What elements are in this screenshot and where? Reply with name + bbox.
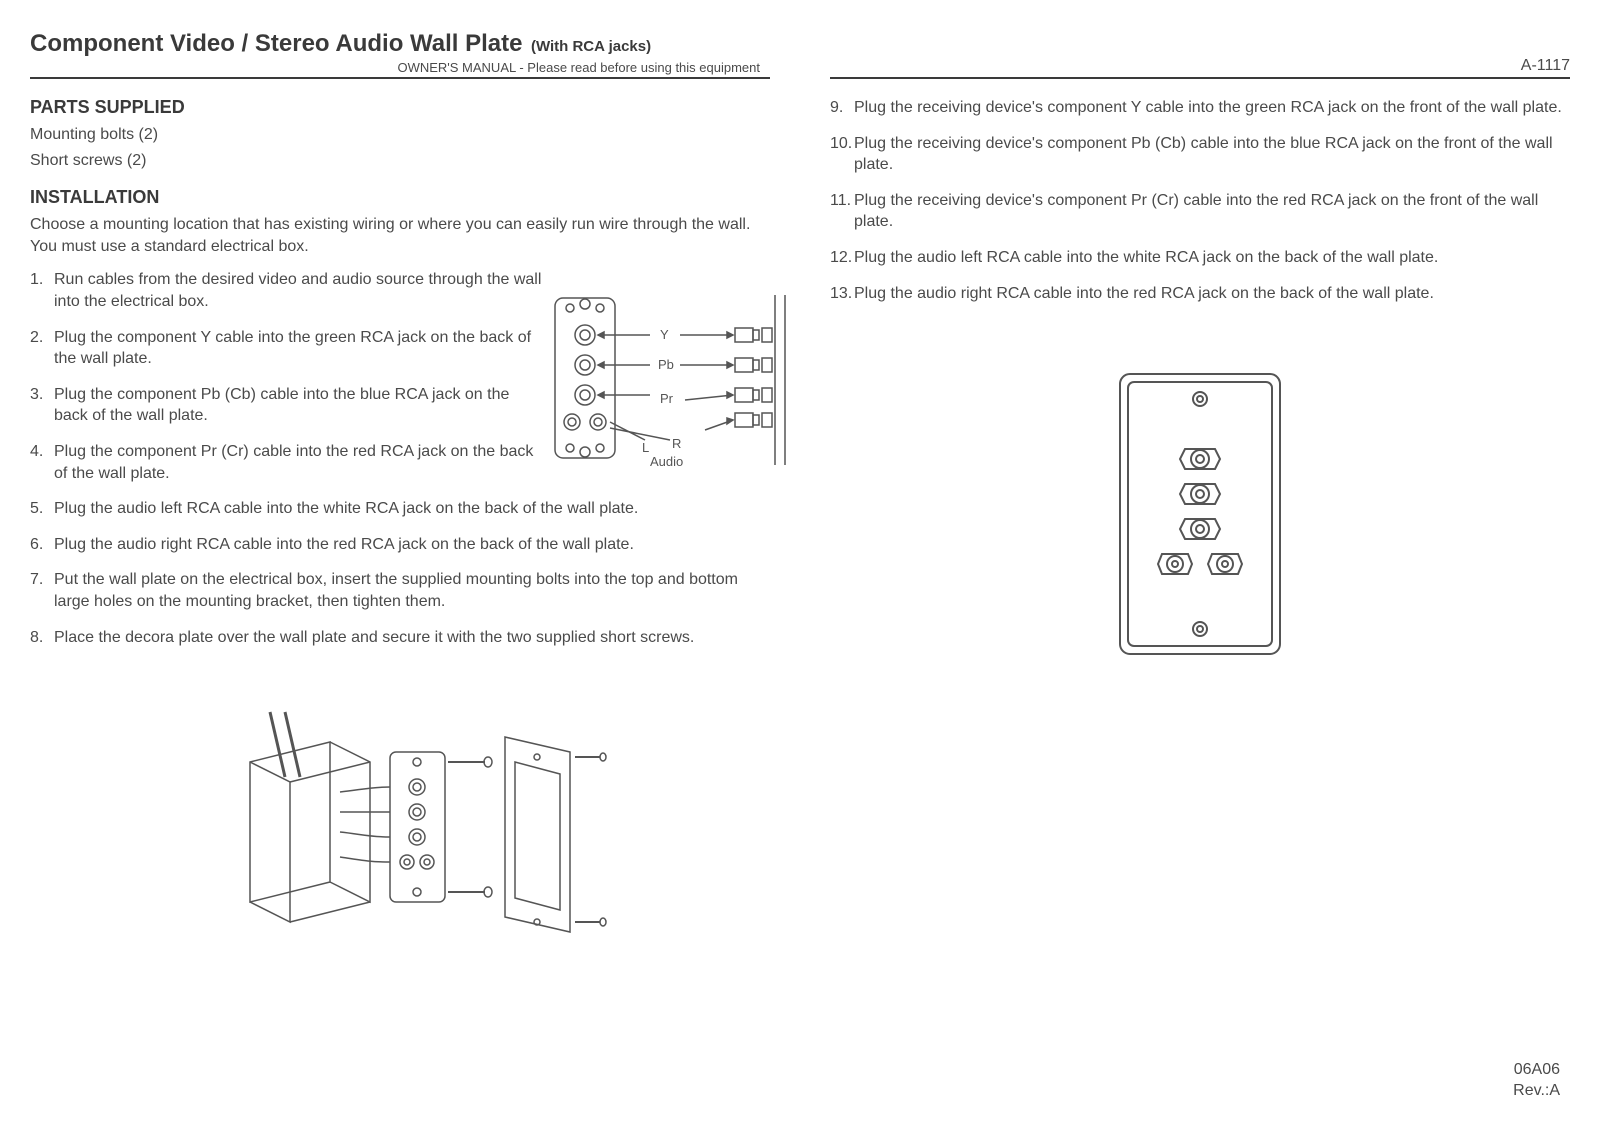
label-l: L	[642, 440, 649, 455]
header: Component Video / Stereo Audio Wall Plat…	[30, 30, 1570, 79]
parts-heading: PARTS SUPPLIED	[30, 97, 770, 118]
label-audio: Audio	[650, 454, 683, 469]
parts-item: Mounting bolts (2)	[30, 124, 770, 146]
step-6: 6.Plug the audio right RCA cable into th…	[30, 534, 770, 556]
header-rule-left	[30, 77, 770, 79]
step-8: 8.Place the decora plate over the wall p…	[30, 627, 770, 649]
install-steps-right: 9.Plug the receiving device's component …	[830, 97, 1570, 304]
label-r: R	[672, 436, 681, 451]
wall-plate-front-diagram	[1110, 364, 1290, 664]
content-columns: PARTS SUPPLIED Mounting bolts (2) Short …	[30, 97, 1570, 987]
revision-block: 06A06 Rev.:A	[1513, 1060, 1560, 1102]
model-number-block: A-1117	[830, 57, 1570, 79]
wiring-diagram: Y Pb Pr L R Audio	[550, 290, 790, 480]
model-number: A-1117	[830, 57, 1570, 75]
right-column: 9.Plug the receiving device's component …	[830, 97, 1570, 987]
footer-code: 06A06	[1513, 1060, 1560, 1081]
label-pr: Pr	[660, 391, 674, 406]
footer-rev: Rev.:A	[1513, 1081, 1560, 1102]
left-column: PARTS SUPPLIED Mounting bolts (2) Short …	[30, 97, 770, 987]
install-intro: Choose a mounting location that has exis…	[30, 214, 770, 257]
step-12: 12.Plug the audio left RCA cable into th…	[830, 247, 1570, 269]
parts-item: Short screws (2)	[30, 150, 770, 172]
label-pb: Pb	[658, 357, 674, 372]
step-10: 10.Plug the receiving device's component…	[830, 133, 1570, 176]
header-rule-right	[830, 77, 1570, 79]
install-steps-left-cont: 5.Plug the audio left RCA cable into the…	[30, 498, 770, 648]
assembly-diagram	[230, 682, 610, 982]
step-5: 5.Plug the audio left RCA cable into the…	[30, 498, 770, 520]
label-y: Y	[660, 327, 669, 342]
main-title: Component Video / Stereo Audio Wall Plat…	[30, 30, 523, 57]
step-13: 13.Plug the audio right RCA cable into t…	[830, 283, 1570, 305]
step-11: 11.Plug the receiving device's component…	[830, 190, 1570, 233]
step-7: 7.Put the wall plate on the electrical b…	[30, 569, 770, 612]
step-9: 9.Plug the receiving device's component …	[830, 97, 1570, 119]
sub-title: (With RCA jacks)	[531, 38, 651, 55]
owners-manual-line: OWNER'S MANUAL - Please read before usin…	[30, 60, 770, 75]
title-block: Component Video / Stereo Audio Wall Plat…	[30, 30, 770, 79]
install-heading: INSTALLATION	[30, 187, 770, 208]
